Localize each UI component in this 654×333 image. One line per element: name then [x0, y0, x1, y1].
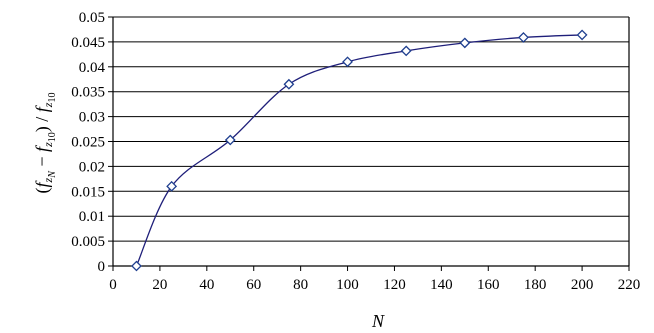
- y-title-f1: f: [32, 179, 52, 187]
- series-line: [135, 34, 583, 267]
- y-tick-label: 0.04: [79, 60, 106, 76]
- axes: [108, 16, 630, 271]
- data-point-marker: [518, 31, 529, 43]
- y-title-n-sub: N: [47, 170, 58, 179]
- y-tick-label: 0.025: [71, 135, 105, 151]
- x-tick-label: 60: [246, 277, 261, 293]
- y-title-z1: z: [41, 177, 55, 183]
- x-tick-label: 100: [336, 277, 359, 293]
- y-title-10-sub-a: 10: [47, 132, 58, 142]
- y-title-z3: z: [41, 102, 55, 108]
- y-tick-label: 0.03: [79, 110, 105, 126]
- x-tick-label: 220: [618, 277, 641, 293]
- y-title-slash: /: [32, 112, 52, 126]
- y-title-10-sub-b: 10: [47, 93, 58, 103]
- x-axis-title: N: [371, 311, 385, 331]
- y-title-minus: −: [32, 152, 52, 171]
- data-point-marker: [400, 45, 412, 57]
- y-title-open: (: [32, 187, 53, 193]
- y-tick-label: 0.015: [71, 184, 105, 200]
- tick-labels: 0 0.005 0.01 0.015 0.02 0.025 0.03 0.035 0.04 0.0…: [71, 10, 640, 293]
- data-point-marker: [131, 260, 142, 272]
- x-tick-label: 180: [524, 277, 547, 293]
- x-tick-label: 120: [383, 277, 406, 293]
- y-tick-label: 0.05: [79, 10, 105, 26]
- x-tick-label: 40: [199, 277, 214, 293]
- y-tick-label: 0: [98, 259, 106, 275]
- y-title-close: ): [32, 126, 53, 132]
- y-title-f2: f: [32, 144, 52, 152]
- data-point-marker: [283, 78, 295, 90]
- data-series: [131, 29, 588, 272]
- x-tick-label: 0: [109, 277, 117, 293]
- y-tick-label: 0.005: [71, 234, 105, 250]
- y-tick-label: 0.02: [79, 159, 105, 175]
- y-tick-label: 0.01: [79, 209, 105, 225]
- x-tick-label: 200: [571, 277, 594, 293]
- data-point-marker: [576, 29, 588, 41]
- y-axis-title: (fzN − fz10) / fz10: [32, 93, 58, 194]
- gridlines: [113, 16, 629, 267]
- y-tick-label: 0.045: [71, 35, 105, 51]
- x-tick-label: 140: [430, 277, 453, 293]
- y-tick-label: 0.035: [71, 85, 105, 101]
- y-title-z2: z: [41, 142, 55, 148]
- data-point-marker: [342, 56, 353, 68]
- x-tick-label: 80: [293, 277, 308, 293]
- data-point-marker: [459, 37, 471, 49]
- y-title-f3: f: [32, 104, 52, 112]
- x-tick-label: 160: [477, 277, 500, 293]
- x-tick-label: 20: [152, 277, 167, 293]
- data-point-marker: [166, 180, 178, 192]
- data-point-marker: [224, 134, 236, 146]
